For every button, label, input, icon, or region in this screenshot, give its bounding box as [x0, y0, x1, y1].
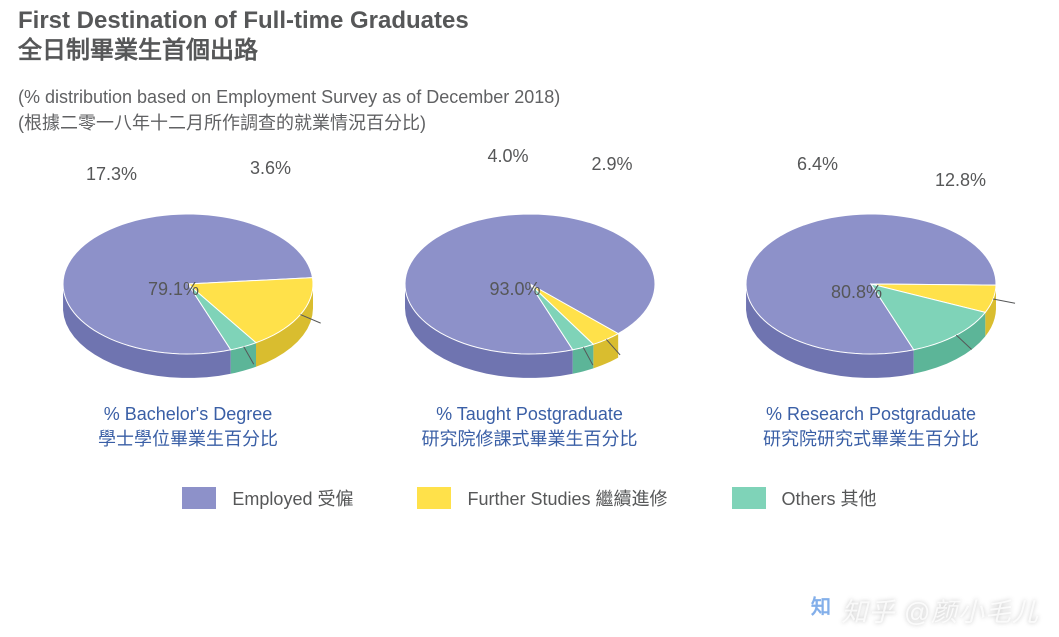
- pie-label-employed: 80.8%: [831, 282, 882, 303]
- pie-label-studies: 17.3%: [86, 164, 137, 185]
- pie-label-others: 3.6%: [250, 158, 291, 179]
- pie-label-others: 2.9%: [592, 154, 633, 175]
- pie-label-employed: 93.0%: [490, 279, 541, 300]
- svg-text:知: 知: [811, 594, 831, 618]
- pie-taught: 93.0%4.0%2.9%: [370, 154, 690, 384]
- pie-label-studies: 4.0%: [488, 146, 529, 167]
- caption-zh-bachelor: 學士學位畢業生百分比: [98, 425, 278, 451]
- chart-research: 80.8% 6.4% 12.8% % Research Postgraduate 研…: [711, 154, 1031, 451]
- chart-bachelor: 79.1% 17.3% 3.6% % Bachelor's Degree 學士學位畢…: [28, 154, 348, 451]
- swatch-studies: [417, 487, 451, 509]
- swatch-others: [732, 487, 766, 509]
- legend-studies: Further Studies 繼續進修: [417, 485, 667, 511]
- legend-employed: Employed 受僱: [182, 485, 353, 511]
- title-zh: 全日制畢業生首個出路: [18, 36, 1041, 66]
- legend-others: Others 其他: [732, 485, 877, 511]
- caption-en-research: % Research Postgraduate: [766, 404, 976, 425]
- legend-label-others: Others 其他: [782, 485, 877, 511]
- legend-label-employed: Employed 受僱: [232, 485, 353, 511]
- caption-en-bachelor: % Bachelor's Degree: [104, 404, 273, 425]
- header: First Destination of Full-time Graduates…: [0, 0, 1059, 136]
- zhihu-logo-icon: 知: [803, 589, 839, 625]
- pie-label-employed: 79.1%: [148, 279, 199, 300]
- subtitle-en: (% distribution based on Employment Surv…: [18, 84, 1041, 110]
- watermark-text: 知乎 @颜小毛儿: [841, 592, 1039, 629]
- legend: Employed 受僱 Further Studies 繼續進修 Others …: [0, 485, 1059, 511]
- charts-row: 79.1% 17.3% 3.6% % Bachelor's Degree 學士學位畢…: [0, 136, 1059, 451]
- caption-zh-research: 研究院研究式畢業生百分比: [763, 425, 979, 451]
- caption-en-taught: % Taught Postgraduate: [436, 404, 623, 425]
- title-en: First Destination of Full-time Graduates: [18, 6, 1041, 36]
- pie-research: 80.8% 6.4% 12.8%: [711, 154, 1031, 384]
- caption-zh-taught: 研究院修課式畢業生百分比: [422, 425, 638, 451]
- chart-taught: 93.0%4.0%2.9% % Taught Postgraduate 研究院修…: [370, 154, 690, 451]
- legend-label-studies: Further Studies 繼續進修: [467, 485, 667, 511]
- pie-label-others: 12.8%: [935, 170, 986, 191]
- pie-bachelor: 79.1% 17.3% 3.6%: [28, 154, 348, 384]
- pie-label-studies: 6.4%: [797, 154, 838, 175]
- swatch-employed: [182, 487, 216, 509]
- subtitle-zh: (根據二零一八年十二月所作調查的就業情況百分比): [18, 110, 1041, 136]
